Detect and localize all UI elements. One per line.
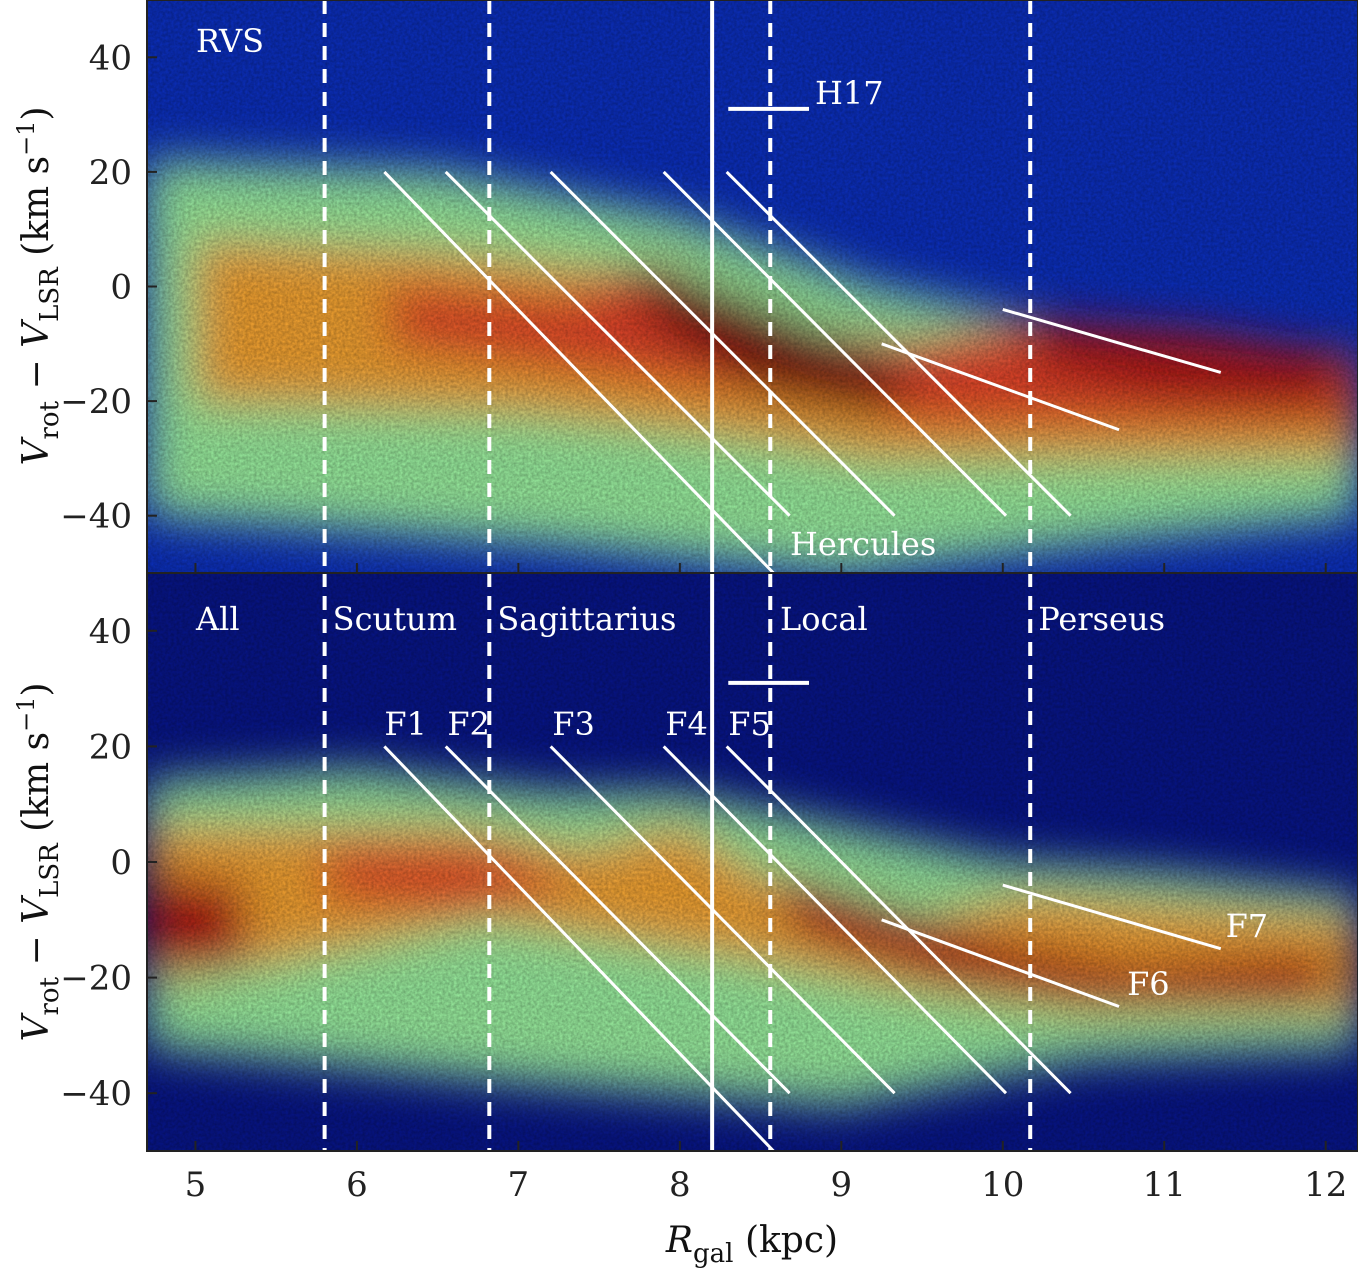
bottom-ridge-f7 [1002, 883, 1222, 951]
bottom-y-var1: V [16, 1012, 57, 1042]
bottom-ridge-f6 [881, 918, 1120, 1008]
bottom-y-sub2: LSR [35, 842, 65, 898]
top-y-var1: V [16, 436, 57, 466]
arm-label-scutum: Scutum [333, 600, 457, 638]
top-ridge-f4 [662, 170, 1008, 517]
feature-label-f1: F1 [384, 705, 427, 743]
h17-label: H17 [815, 74, 884, 112]
top-noise [147, 0, 1358, 573]
feature-label-f2: F2 [447, 705, 490, 743]
top-y-minus: − [16, 348, 57, 401]
bottom-ridge-f4 [662, 745, 1008, 1095]
feature-label-f3: F3 [552, 705, 595, 743]
top-ridge-f1 [383, 170, 775, 573]
bottom-y-unit: (km s [16, 732, 57, 843]
xtick-label: 10 [981, 1165, 1024, 1205]
top-ridge-f3 [549, 170, 896, 517]
xtick-label: 5 [185, 1165, 207, 1205]
xtick-label: 9 [830, 1165, 852, 1205]
top-ridge-f7 [1002, 307, 1222, 374]
arm-label-perseus: Perseus [1038, 600, 1165, 638]
top-y-sub2: LSR [35, 266, 65, 322]
bottom-ytick-label: −40 [60, 1074, 132, 1114]
feature-label-f5: F5 [728, 705, 771, 743]
top-y-close: ) [16, 106, 57, 120]
bottom-ridge-f3 [549, 745, 896, 1095]
top-ridge-f6 [881, 342, 1120, 432]
bottom-ytick-label: −20 [60, 959, 132, 999]
xtick-label: 12 [1304, 1165, 1347, 1205]
bottom-y-exp: −1 [12, 697, 40, 732]
bottom-ridge-f5 [725, 745, 1072, 1095]
bottom-y-minus: − [16, 924, 57, 977]
top-y-unit: (km s [16, 156, 57, 267]
bottom-y-sub1: rot [35, 976, 65, 1015]
bottom-y-var2: V [16, 894, 57, 924]
feature-label-f4: F4 [665, 705, 708, 743]
arm-labels: Scutum Sagittarius Local Perseus [333, 600, 1165, 638]
top-ytick-label: −20 [60, 382, 132, 422]
x-unit: (kpc) [734, 1220, 839, 1261]
top-ytick-label: 20 [89, 153, 132, 193]
top-y-exp: −1 [12, 121, 40, 156]
panel-label-rvs: RVS [196, 22, 264, 60]
xtick-label: 8 [669, 1165, 691, 1205]
bottom-ytick-label: 20 [89, 727, 132, 767]
bottom-y-close: ) [16, 682, 57, 696]
arm-label-local: Local [780, 600, 868, 638]
arm-label-sagittarius: Sagittarius [497, 600, 676, 638]
bottom-ytick-label: 0 [110, 843, 132, 883]
x-sub: gal [693, 1239, 733, 1269]
top-ytick-label: −40 [60, 497, 132, 537]
bottom-y-ticks: 40 20 0 −20 −40 [60, 612, 157, 1114]
top-ridge-f5 [725, 170, 1072, 517]
panel-label-all: All [195, 600, 240, 638]
xtick-label: 7 [508, 1165, 530, 1205]
bottom-noise [147, 573, 1358, 1151]
bottom-x-ticks: 5 6 7 8 9 10 11 12 [185, 563, 1347, 1205]
top-y-ticks: 40 20 0 −20 −40 [60, 38, 157, 537]
top-ytick-label: 0 [110, 268, 132, 308]
feature-label-f7: F7 [1226, 907, 1269, 945]
bottom-panel-frame [146, 572, 1358, 1152]
bottom-ytick-label: 40 [89, 612, 132, 652]
top-overlay [322, 0, 1222, 573]
xtick-label: 6 [346, 1165, 368, 1205]
bottom-y-axis-label: Vrot − VLSR (km s−1) [12, 682, 65, 1041]
top-ytick-label: 40 [89, 38, 132, 78]
hercules-label: Hercules [790, 525, 936, 563]
bottom-overlay [322, 573, 1222, 1151]
feature-label-f6: F6 [1127, 965, 1170, 1003]
xtick-label: 11 [1143, 1165, 1186, 1205]
feature-labels: F1 F2 F3 F4 F5 F6 F7 [384, 705, 1268, 1003]
top-y-sub1: rot [35, 400, 65, 439]
top-y-axis-label: Vrot − VLSR (km s−1) [12, 106, 65, 465]
x-axis-label: Rgal (kpc) [665, 1220, 838, 1269]
x-var: R [665, 1220, 693, 1261]
bottom-ridge-f1 [383, 745, 775, 1151]
bottom-panel: All Scutum Sagittarius Local Perseus F1 F2 F3… [12, 563, 1358, 1269]
top-y-var2: V [16, 318, 57, 348]
bottom-ridge-f2 [444, 745, 791, 1095]
top-ridge-f2 [444, 170, 791, 517]
